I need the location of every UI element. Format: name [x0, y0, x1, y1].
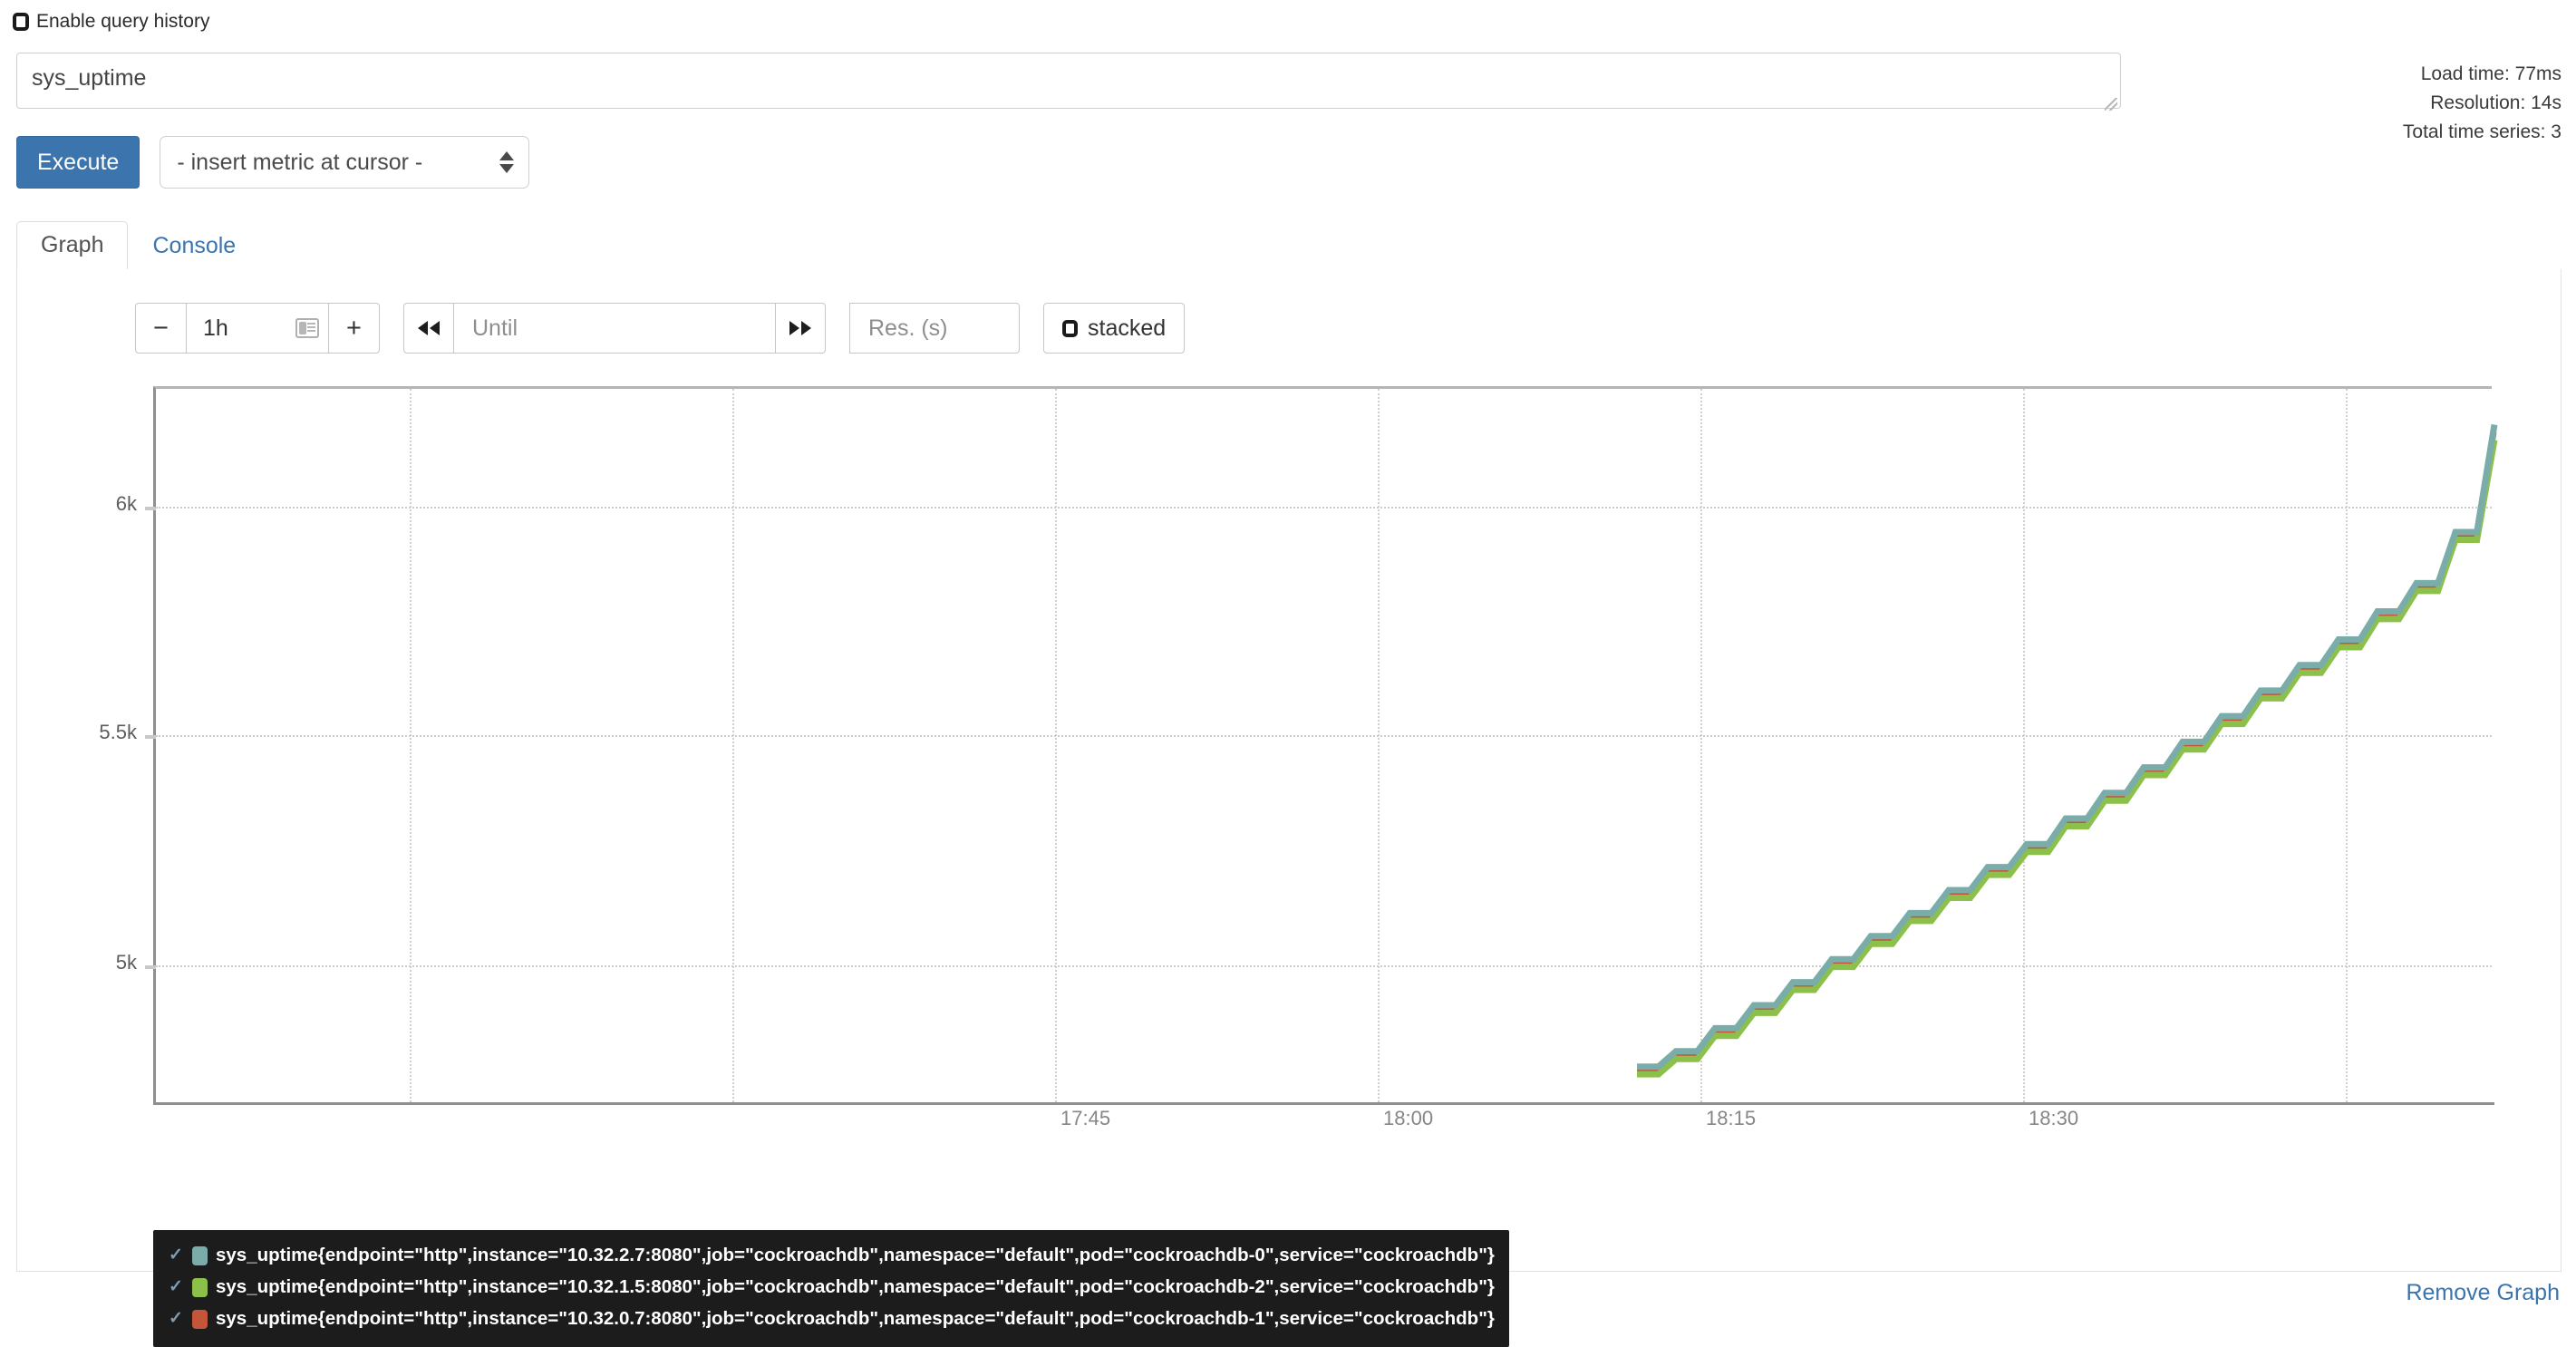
y-tick-label: 6k: [115, 492, 137, 515]
range-increase-button[interactable]: +: [328, 303, 380, 354]
gridline-vertical: [1055, 389, 1057, 1102]
stacked-toggle[interactable]: stacked: [1043, 303, 1186, 354]
legend-item[interactable]: ✓ sys_uptime{endpoint="http",instance="10…: [168, 1272, 1495, 1303]
resolution: Resolution: 14s: [2430, 92, 2561, 113]
checkbox-icon[interactable]: [13, 13, 29, 31]
query-input-wrapper: sys_uptime: [16, 53, 2121, 113]
graph-chart[interactable]: 6k 5.5k 5k 17:45 18:00 18:15 18:30: [17, 376, 2562, 1219]
legend-series-label: sys_uptime{endpoint="http",instance="10.…: [216, 1275, 1495, 1297]
resolution-input-group: Res. (s): [849, 303, 1020, 354]
graph-controls-toolbar: − 1h + Until Res. (s): [135, 303, 1186, 354]
check-icon[interactable]: ✓: [169, 1277, 183, 1297]
legend-series-label: sys_uptime{endpoint="http",instance="10.…: [216, 1245, 1495, 1265]
until-input[interactable]: Until: [453, 303, 776, 354]
gridline-horizontal: [145, 735, 2492, 739]
range-input-group: − 1h +: [135, 303, 380, 354]
gridline-horizontal: [145, 965, 2492, 969]
gridline-horizontal: [145, 507, 2492, 510]
query-stats: Load time: 77ms Resolution: 14s Total ti…: [2403, 60, 2561, 147]
x-axis-labels: 17:45 18:00 18:15 18:30: [153, 376, 2494, 1156]
legend-color-swatch: [192, 1245, 208, 1265]
check-icon[interactable]: ✓: [169, 1308, 183, 1328]
series-lines: [1637, 423, 2498, 1078]
checkbox-icon[interactable]: [1062, 319, 1078, 337]
x-tick-label: 18:30: [2029, 1107, 2079, 1129]
x-tick-label: 18:15: [1706, 1107, 1757, 1129]
insert-metric-value: - insert metric at cursor -: [177, 149, 423, 175]
gridline-vertical: [2346, 389, 2348, 1102]
range-value: 1h: [203, 315, 228, 341]
y-axis-labels: 6k 5.5k 5k: [17, 386, 153, 1102]
tab-graph[interactable]: Graph: [16, 221, 129, 270]
total-time-series: Total time series: 3: [2402, 121, 2561, 142]
remove-graph-link[interactable]: Remove Graph: [2406, 1280, 2560, 1305]
gridline-vertical: [1700, 389, 1702, 1102]
graph-legend: ✓ sys_uptime{endpoint="http",instance="10…: [153, 1230, 1509, 1347]
id-card-icon[interactable]: [295, 318, 319, 338]
gridline-vertical: [410, 389, 412, 1102]
query-expression-input[interactable]: sys_uptime: [16, 53, 2121, 109]
legend-item[interactable]: ✓ sys_uptime{endpoint="http",instance="10…: [168, 1240, 1495, 1272]
gridline-vertical: [732, 389, 734, 1102]
legend-item[interactable]: ✓ sys_uptime{endpoint="http",instance="10…: [168, 1303, 1495, 1335]
legend-series-label: sys_uptime{endpoint="http",instance="10.…: [216, 1307, 1495, 1329]
execute-button[interactable]: Execute: [16, 136, 140, 189]
gridline-vertical: [1378, 389, 1380, 1102]
range-decrease-button[interactable]: −: [135, 303, 187, 354]
step-forward-icon[interactable]: [775, 303, 826, 354]
gridline-vertical: [2023, 389, 2025, 1102]
stacked-label: stacked: [1088, 315, 1167, 341]
insert-metric-select[interactable]: - insert metric at cursor -: [160, 136, 530, 189]
x-axis-line: [153, 1102, 2494, 1105]
series-line: [1637, 439, 2498, 1078]
check-icon[interactable]: ✓: [169, 1245, 183, 1265]
legend-color-swatch: [192, 1277, 208, 1297]
chevron-updown-icon: [499, 151, 515, 173]
x-tick-label: 17:45: [1060, 1107, 1111, 1129]
y-tick-label: 5k: [115, 951, 137, 974]
series-line: [1637, 423, 2498, 1071]
x-tick-label: 18:00: [1383, 1107, 1434, 1129]
graph-panel: − 1h + Until Res. (s): [16, 269, 2562, 1347]
query-history-toggle[interactable]: Enable query history: [13, 11, 209, 33]
time-input-group: Until: [403, 303, 826, 354]
panel-tabs: Graph Console: [16, 219, 2561, 270]
load-time: Load time: 77ms: [2420, 63, 2561, 84]
resolution-input[interactable]: Res. (s): [849, 303, 1020, 354]
resize-handle-icon[interactable]: [2105, 98, 2117, 111]
range-input[interactable]: 1h: [186, 303, 329, 354]
tab-console[interactable]: Console: [152, 233, 237, 258]
plot-area[interactable]: [145, 386, 2498, 1102]
y-tick-label: 5.5k: [99, 721, 137, 743]
step-backward-icon[interactable]: [403, 303, 454, 354]
query-history-label: Enable query history: [36, 11, 210, 32]
execute-row: Execute - insert metric at cursor -: [16, 136, 530, 189]
